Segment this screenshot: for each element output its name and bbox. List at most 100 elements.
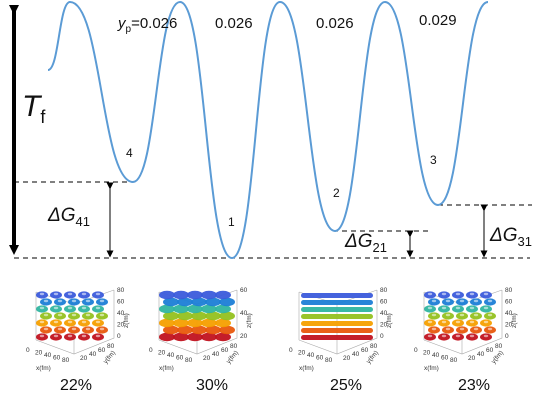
z-tick-label: 60 <box>380 299 388 306</box>
slab-lobe <box>219 297 235 307</box>
z-tick-label: 60 <box>117 299 125 306</box>
slab-lobe <box>215 318 231 328</box>
slab-lobe <box>205 325 221 335</box>
y-tick-label: 80 <box>495 343 503 350</box>
slab-lobe <box>219 325 235 335</box>
rod-highlight <box>441 334 447 338</box>
yp-prefix: y <box>118 15 126 32</box>
y-tick-label: 80 <box>107 343 115 350</box>
x-tick-label: 0 <box>289 347 293 354</box>
minimum-label-2: 2 <box>333 186 340 200</box>
yp-value-2: 0.026 <box>215 15 253 32</box>
y-tick-label: 20 <box>468 355 476 362</box>
x-tick-label: 80 <box>185 357 193 364</box>
x-tick-label: 80 <box>62 357 70 364</box>
rod-highlight <box>487 327 493 331</box>
structure-3d-render: 0 20 40 60 80 20406080020406080x(fm)y(fm)z(fm… <box>289 287 393 372</box>
x-tick-label: 20 <box>298 350 306 357</box>
rod-highlight <box>53 292 59 296</box>
structure-thumbnail-4: 0 20 40 60 80 20 40 60 80 0 20 40 60 80 x(fm) y(fm) z(fm… <box>410 282 520 372</box>
rod-highlight <box>43 313 49 317</box>
delta-g31-sub: 31 <box>517 234 532 249</box>
rod-highlight <box>99 327 105 331</box>
x-tick-label: 0 <box>149 347 153 354</box>
rod-highlight <box>427 292 433 296</box>
rod-highlight <box>473 313 479 317</box>
rod-highlight <box>427 320 433 324</box>
rod-highlight <box>469 292 475 296</box>
yp-label-1: yp=0.026 <box>118 16 177 35</box>
rod-highlight <box>99 299 105 303</box>
percentage-3: 25% <box>330 377 363 394</box>
rod-highlight <box>487 299 493 303</box>
tf-sub: f <box>40 107 46 127</box>
y-tick-label: 60 <box>98 347 106 354</box>
z-axis-title: z(fm) <box>386 313 393 328</box>
rod-highlight <box>57 313 63 317</box>
slab-lobe <box>177 297 193 307</box>
slab-lobe <box>159 290 175 300</box>
z-tick-label: 0 <box>117 333 121 340</box>
layer-bar <box>301 314 373 319</box>
slab-lobe <box>215 290 231 300</box>
rod-highlight <box>43 299 49 303</box>
x-tick-label: 0 <box>414 347 418 354</box>
z-tick-label: 40 <box>240 310 248 317</box>
y-tick-label: 60 <box>486 347 494 354</box>
x-tick-label: 60 <box>316 355 324 362</box>
tf-axis-label: Tf <box>22 90 46 127</box>
slab-lobe <box>215 304 231 314</box>
rod-highlight <box>487 313 493 317</box>
rod-highlight <box>57 299 63 303</box>
structure-3d-render: 0 20 40 60 80 20406080020406080x(fm)y(fm)z(fm… <box>26 287 130 372</box>
z-axis-title: z(fm) <box>123 313 130 328</box>
delta-g41-main: ΔG <box>48 205 76 226</box>
rod-highlight <box>427 306 433 310</box>
rod-highlight <box>441 306 447 310</box>
z-tick-label: 0 <box>380 333 384 340</box>
rod-highlight <box>445 313 451 317</box>
yp-value-4: 0.029 <box>419 12 457 29</box>
slab-lobe <box>163 297 179 307</box>
rod-highlight <box>39 320 45 324</box>
rod-highlight <box>81 320 87 324</box>
energy-curve <box>47 0 489 260</box>
x-tick-label: 20 <box>423 350 431 357</box>
rod-highlight <box>431 313 437 317</box>
rod-highlight <box>43 327 49 331</box>
slab-lobe <box>159 318 175 328</box>
rod-highlight <box>95 320 101 324</box>
rod-highlight <box>483 320 489 324</box>
rod-highlight <box>39 334 45 338</box>
x-tick-label: 40 <box>432 352 440 359</box>
rod-highlight <box>469 334 475 338</box>
z-tick-label: 60 <box>240 287 248 294</box>
y-tick-label: 20 <box>343 355 351 362</box>
slab-lobe <box>159 304 175 314</box>
slab-lobe <box>205 297 221 307</box>
z-axis-title: z(fm) <box>246 313 253 328</box>
slab-lobe <box>159 332 175 342</box>
slab-lobe <box>187 332 203 342</box>
rod-highlight <box>81 292 87 296</box>
rod-highlight <box>53 306 59 310</box>
rod-highlight <box>53 334 59 338</box>
rod-highlight <box>445 327 451 331</box>
delta-g41-sub: 41 <box>75 214 90 229</box>
delta-g21-main: ΔG <box>345 231 373 252</box>
rod-highlight <box>85 327 91 331</box>
rod-highlight <box>431 299 437 303</box>
slab-lobe <box>215 332 231 342</box>
rod-highlight <box>469 320 475 324</box>
y-tick-label: 40 <box>89 351 97 358</box>
x-tick-label: 0 <box>26 347 30 354</box>
z-tick-label: 20 <box>117 322 125 329</box>
x-tick-label: 80 <box>325 357 333 364</box>
x-tick-label: 40 <box>44 352 52 359</box>
z-tick-label: 40 <box>380 310 388 317</box>
tf-main: T <box>22 90 41 123</box>
rod-highlight <box>85 299 91 303</box>
x-axis-title: x(fm) <box>159 365 174 372</box>
slab-lobe <box>201 318 217 328</box>
slab-lobe <box>205 311 221 321</box>
